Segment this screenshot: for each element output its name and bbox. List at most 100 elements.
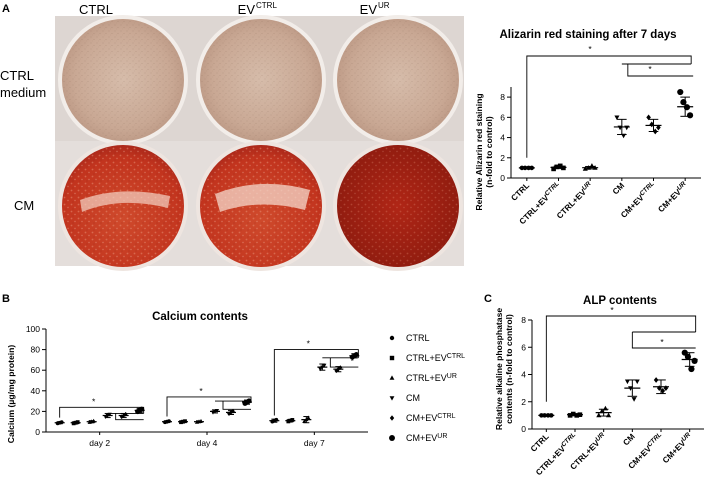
calcium-y-label: Calcium (µg/mg protein) — [6, 345, 16, 444]
legend-label: CM+EVCTRL — [406, 413, 456, 423]
column-header-ev-ur: EV UR — [360, 1, 390, 17]
legend-marker — [389, 415, 395, 421]
legend-marker — [389, 355, 395, 361]
row-header-medium: medium — [0, 85, 46, 100]
alizarin-chart: Alizarin red staining after 7 days Relat… — [474, 29, 701, 226]
y-tick-label: 4 — [500, 133, 505, 143]
bracket-ctrl-vs-cm — [166, 396, 252, 417]
legend-label: CTRL+EVCTRL — [406, 353, 465, 363]
data-point — [634, 379, 640, 385]
bracket-cm-vs-cmevur — [222, 401, 251, 410]
significance-star: * — [136, 409, 140, 419]
data-point — [646, 114, 651, 121]
x-tick-label: CTRL+EVUR — [554, 180, 594, 220]
data-point — [567, 413, 573, 418]
data-point — [624, 379, 630, 385]
column-header-ev-ctrl: EV CTRL — [238, 1, 278, 17]
significance-star: * — [307, 339, 311, 349]
alp-y-label-line1: Relative alkaline phosphatase — [494, 308, 504, 430]
bracket-ctrl-vs-cm — [545, 315, 697, 402]
alp-chart-title: ALP contents — [583, 295, 657, 307]
bracket-ctrl-vs-cm — [526, 55, 692, 158]
y-tick-label: 60 — [31, 365, 41, 375]
y-tick-label: 8 — [521, 315, 526, 325]
data-point — [649, 121, 655, 128]
y-tick-label: 8 — [500, 92, 505, 102]
x-tick-label: CM — [621, 432, 636, 447]
significance-brackets: * * * * * * — [59, 339, 359, 421]
significance-brackets: ** — [545, 305, 697, 402]
svg-text:EV: EV — [238, 2, 256, 17]
data-point — [691, 357, 698, 364]
data-point — [653, 377, 659, 383]
bracket-cm-vs-cmevur — [329, 357, 359, 368]
panel-label-b: B — [2, 293, 10, 305]
data-point — [656, 385, 662, 391]
data-point — [614, 115, 620, 121]
significance-brackets: ** — [526, 44, 694, 158]
significance-star: * — [92, 396, 96, 406]
legend-label: CTRL — [406, 333, 430, 343]
y-tick-label: 20 — [31, 406, 41, 416]
x-group-label: day 7 — [304, 438, 325, 448]
row-header-cm: CM — [14, 198, 34, 213]
panel-label-a: A — [2, 3, 10, 15]
culture-plate-photo — [55, 15, 464, 271]
svg-text:UR: UR — [378, 1, 390, 10]
y-tick-label: 40 — [31, 386, 41, 396]
x-tick-label: CM+EVUR — [660, 431, 694, 465]
legend-marker — [389, 396, 395, 401]
calcium-chart: Calcium contents Calcium (µg/mg protein)… — [6, 311, 465, 448]
y-tick-label: 4 — [521, 370, 526, 380]
y-tick-label: 2 — [521, 397, 526, 407]
alizarin-y-label-line2: (n-fold to control) — [484, 116, 494, 188]
svg-text:CM+EVUR: CM+EVUR — [660, 431, 694, 465]
x-tick-label: CTRL — [529, 432, 551, 454]
calcium-chart-title: Calcium contents — [152, 311, 248, 323]
svg-text:CTRL: CTRL — [529, 432, 551, 454]
data-point — [551, 166, 556, 172]
x-tick-label: CTRL — [509, 181, 531, 203]
legend-label: CM+EVUR — [406, 433, 447, 443]
svg-text:CTRL: CTRL — [79, 2, 113, 17]
svg-text:EV: EV — [360, 2, 378, 17]
row-header-ctrl: CTRL — [0, 68, 34, 83]
legend-marker — [389, 335, 395, 341]
legend-label: CM — [406, 393, 420, 403]
svg-text:CTRL+EVUR: CTRL+EVUR — [554, 180, 594, 220]
alp-y-label-line2: contents (n-fold to control) — [504, 314, 514, 424]
legend-label: CTRL+EVUR — [406, 373, 457, 383]
significance-star: * — [588, 44, 592, 54]
x-group-label: day 4 — [197, 438, 218, 448]
x-tick-label: CM+EVUR — [656, 180, 690, 214]
data-point — [660, 387, 666, 394]
data-point — [688, 365, 695, 373]
data-point — [686, 112, 694, 119]
significance-star: * — [199, 386, 203, 396]
y-tick-label: 0 — [521, 424, 526, 434]
svg-text:CM: CM — [621, 432, 636, 447]
alizarin-chart-title: Alizarin red staining after 7 days — [499, 29, 676, 41]
panel-label-c: C — [484, 293, 492, 305]
svg-text:CTRL: CTRL — [509, 181, 531, 203]
x-group-label: day 2 — [89, 438, 110, 448]
bracket-cm-vs-cmevur — [115, 413, 144, 421]
y-tick-label: 0 — [35, 427, 40, 437]
data-point — [624, 125, 630, 131]
y-tick-label: 6 — [500, 112, 505, 122]
legend-marker — [389, 435, 395, 441]
significance-star: * — [660, 337, 664, 347]
y-tick-label: 6 — [521, 342, 526, 352]
svg-text:CM+EVUR: CM+EVUR — [656, 180, 690, 214]
significance-star: * — [648, 64, 652, 74]
alp-chart: ALP contents Relative alkaline phosphata… — [494, 295, 704, 477]
y-tick-label: 2 — [500, 153, 505, 163]
data-point — [677, 88, 684, 96]
svg-text:CM: CM — [611, 181, 626, 196]
alizarin-y-label-line1: Relative Alizarin red staining — [474, 93, 484, 210]
bracket-cm-vs-cmevur — [631, 332, 696, 349]
data-point — [322, 363, 327, 368]
bracket-ctrl-vs-cm — [59, 406, 145, 418]
data-point — [306, 415, 311, 420]
